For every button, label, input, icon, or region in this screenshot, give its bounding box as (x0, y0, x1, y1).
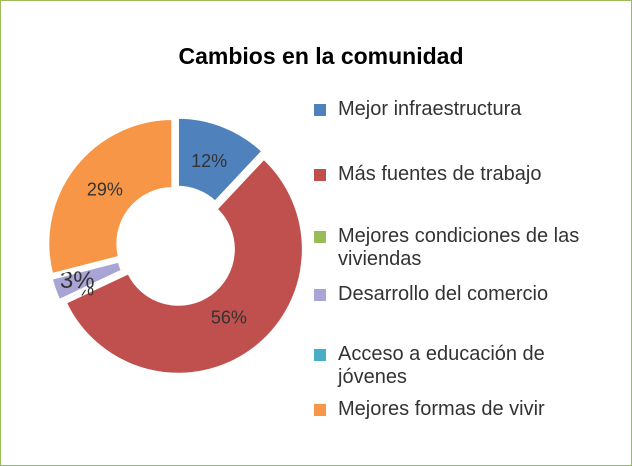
legend-swatch (314, 289, 326, 301)
legend-swatch (314, 231, 326, 243)
legend-swatch (314, 404, 326, 416)
legend-label: Desarrollo del comercio (338, 283, 549, 305)
legend-label: Acceso a educación de jóvenes (338, 343, 545, 388)
legend-label: Mejores formas de vivir (338, 398, 545, 420)
data-label: 29% (87, 180, 123, 200)
legend-swatch (314, 349, 326, 361)
legend-label: Mejor infraestructura (338, 98, 522, 120)
data-label: 12% (191, 151, 227, 171)
donut-slice (49, 259, 125, 303)
legend-label: Más fuentes de trabajo (338, 163, 542, 185)
legend-swatch (314, 169, 326, 181)
data-label: 56% (211, 308, 247, 328)
legend-swatch (314, 104, 326, 116)
donut-slice (175, 115, 266, 205)
legend-label: Mejores condiciones de las viviendas (338, 225, 580, 270)
donut-slice (46, 117, 175, 277)
donut-slice (63, 155, 305, 376)
chart-title: Cambios en la comunidad (179, 43, 464, 69)
